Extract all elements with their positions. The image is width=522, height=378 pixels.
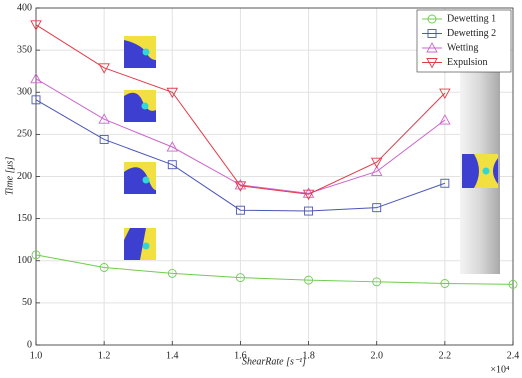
marker — [99, 263, 109, 272]
y-tick-label: 50 — [22, 297, 32, 308]
x-tick-label: 1.4 — [166, 350, 179, 361]
marker — [99, 134, 109, 144]
icon — [124, 162, 156, 194]
marker — [439, 114, 451, 125]
y-tick-label: 350 — [17, 44, 32, 55]
y-tick-label: 0 — [27, 339, 32, 350]
legend-label: Dewetting 1 — [447, 13, 496, 24]
marker — [440, 178, 450, 188]
marker — [234, 181, 247, 192]
y-axis-label: Time [μs] — [4, 157, 15, 196]
marker — [167, 268, 177, 278]
marker — [98, 63, 110, 74]
marker — [440, 279, 450, 288]
y-tick-label: 150 — [17, 213, 32, 224]
icon — [462, 154, 498, 188]
marker — [304, 275, 314, 285]
marker — [426, 42, 438, 53]
marker — [235, 205, 245, 215]
marker — [167, 160, 177, 170]
decorations — [124, 36, 500, 274]
marker — [166, 141, 179, 152]
y-tick-label: 250 — [17, 129, 32, 140]
y-tick-label: 300 — [17, 87, 32, 98]
icon — [124, 90, 156, 122]
y-tick-label: 100 — [17, 255, 32, 266]
legend-label: Wetting — [447, 42, 478, 53]
x-tick-label: 1.0 — [30, 350, 43, 361]
legend-label: Dewetting 2 — [447, 28, 496, 39]
marker — [439, 88, 451, 100]
series-line — [35, 99, 446, 212]
marker — [31, 250, 41, 260]
x-multiplier: ×10⁴ — [490, 364, 510, 375]
marker — [166, 87, 179, 99]
legend: Dewetting 1 Dewetting 2 Wetting Expulsion — [416, 9, 512, 73]
marker — [30, 20, 42, 31]
x-tick-label: 1.6 — [234, 350, 247, 361]
legend-box — [416, 9, 512, 73]
marker — [427, 29, 437, 38]
x-axis-label: ShearRate [s⁻¹] — [242, 356, 306, 367]
marker — [302, 189, 315, 201]
marker — [427, 14, 437, 24]
x-tick-label: 1.8 — [302, 350, 315, 361]
marker — [235, 273, 245, 283]
marker — [370, 157, 383, 169]
icon — [124, 36, 156, 68]
marker — [372, 203, 382, 213]
marker — [370, 165, 383, 176]
x-tick-label: 2.4 — [507, 350, 520, 361]
marker — [372, 277, 382, 287]
y-tick-label: 200 — [17, 171, 32, 182]
x-tick-label: 2.2 — [439, 350, 452, 361]
x-tick-label: 2.0 — [370, 350, 383, 361]
marker — [98, 113, 110, 124]
x-tick-label: 1.2 — [98, 350, 111, 361]
icon — [124, 228, 156, 260]
marker — [304, 206, 314, 216]
marker — [30, 72, 42, 84]
legend-label: Expulsion — [447, 57, 488, 68]
marker — [508, 279, 518, 289]
series-line — [35, 254, 514, 285]
marker — [31, 95, 41, 105]
marker — [234, 178, 247, 190]
y-tick-label: 400 — [17, 2, 32, 13]
marker — [426, 58, 438, 69]
plot-frame — [35, 7, 514, 346]
series-line — [35, 24, 446, 195]
